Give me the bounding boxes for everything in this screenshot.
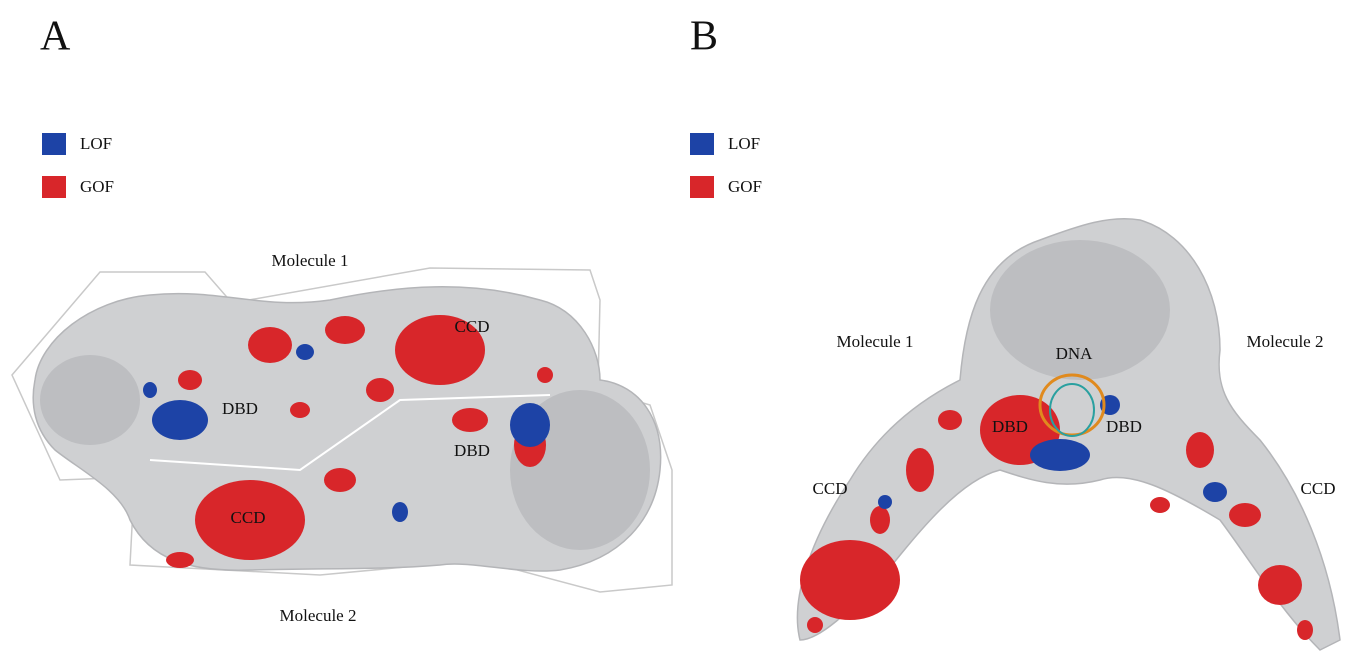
gof-patch (807, 617, 823, 633)
annotation: DNA (1056, 344, 1094, 363)
annotation: DBD (992, 417, 1028, 436)
gof-patch (324, 468, 356, 492)
legend-swatch (42, 176, 66, 198)
gof-patch (1258, 565, 1302, 605)
surface-shade (40, 355, 140, 445)
annotation: CCD (455, 317, 490, 336)
gof-patch (290, 402, 310, 418)
lof-patch (1030, 439, 1090, 471)
gof-patch (1150, 497, 1170, 513)
lof-patch (152, 400, 208, 440)
legend-swatch (690, 133, 714, 155)
lof-patch (143, 382, 157, 398)
gof-patch (906, 448, 934, 492)
gof-patch (325, 316, 365, 344)
gof-patch (800, 540, 900, 620)
gof-patch (1229, 503, 1261, 527)
annotation: CCD (813, 479, 848, 498)
panel-label: B (690, 14, 718, 60)
annotation: Molecule 1 (272, 251, 349, 270)
gof-patch (178, 370, 202, 390)
annotation: Molecule 1 (837, 332, 914, 351)
lof-patch (1203, 482, 1227, 502)
gof-patch (1186, 432, 1214, 468)
annotation: DBD (222, 399, 258, 418)
gof-patch (366, 378, 394, 402)
lof-patch (296, 344, 314, 360)
annotation: DBD (454, 441, 490, 460)
gof-patch (452, 408, 488, 432)
lof-patch (878, 495, 892, 509)
annotation: CCD (231, 508, 266, 527)
panel-label: A (40, 14, 71, 60)
gof-patch (248, 327, 292, 363)
legend-label: LOF (728, 134, 760, 153)
gof-patch (537, 367, 553, 383)
gof-patch (1297, 620, 1313, 640)
legend-swatch (42, 133, 66, 155)
annotation: Molecule 2 (1247, 332, 1324, 351)
legend-label: GOF (728, 177, 762, 196)
gof-patch (938, 410, 962, 430)
annotation: Molecule 2 (280, 606, 357, 625)
lof-patch (510, 403, 550, 447)
annotation: CCD (1301, 479, 1336, 498)
gof-patch (166, 552, 194, 568)
gof-patch (870, 506, 890, 534)
legend-swatch (690, 176, 714, 198)
lof-patch (392, 502, 408, 522)
figure: A LOF GOF Molecule 1 CCD DBD DBD CCD Mol… (0, 0, 1355, 658)
legend-label: GOF (80, 177, 114, 196)
annotation: DBD (1106, 417, 1142, 436)
legend-label: LOF (80, 134, 112, 153)
